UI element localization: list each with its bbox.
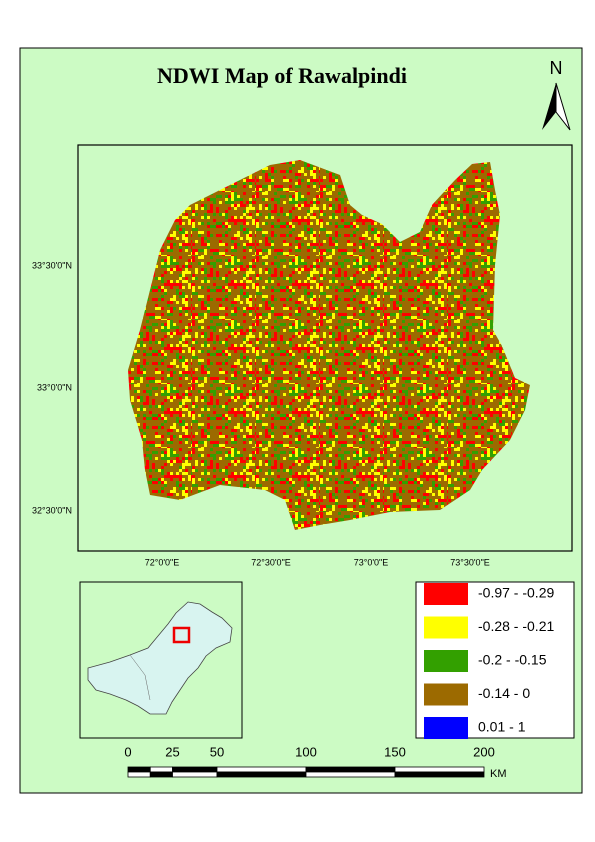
legend-swatch — [424, 717, 468, 739]
study-area-box — [172, 626, 191, 644]
arrow-right — [555, 82, 571, 131]
legend-label: 0.01 - 1 — [478, 719, 526, 735]
scale-segment — [394, 771, 485, 778]
scale-tick-label: 50 — [210, 744, 224, 759]
legend-swatch — [424, 650, 468, 672]
scale-segment — [216, 771, 307, 778]
north-arrow: N — [542, 58, 571, 131]
scale-segment — [149, 766, 173, 773]
scale-tick-label: 25 — [165, 744, 179, 759]
north-label: N — [550, 58, 563, 78]
legend-swatch — [424, 616, 468, 639]
scale-segment — [149, 771, 173, 778]
scale-tick-label: 150 — [384, 744, 406, 759]
scale-segment — [394, 766, 485, 773]
legend-swatch — [424, 683, 468, 706]
lat-label: 33°0'0"N — [37, 382, 72, 392]
scale-segment — [172, 771, 218, 778]
scale-segment — [127, 766, 151, 773]
legend-label: -0.2 - -0.15 — [478, 652, 547, 668]
scale-unit: KM — [490, 768, 507, 780]
scale-segment — [305, 771, 396, 778]
legend-label: -0.97 - -0.29 — [478, 585, 554, 601]
scale-tick-label: 100 — [295, 744, 317, 759]
country-outline — [87, 601, 233, 715]
ndwi-raster — [128, 160, 530, 530]
scale-segment — [305, 766, 396, 773]
scale-bar: 0 25 50 100 150 200 KM — [124, 744, 506, 779]
scale-tick-label: 200 — [473, 744, 495, 759]
lat-label: 32°30'0"N — [32, 505, 72, 515]
legend: -0.97 - -0.29 -0.28 - -0.21 -0.2 - -0.15 -0… — [424, 583, 554, 739]
lat-label: 33°30'0"N — [32, 260, 72, 270]
scale-segment — [216, 766, 307, 773]
scale-tick-label: 0 — [124, 744, 131, 759]
lon-label: 73°0'0"E — [354, 557, 389, 567]
lon-label: 73°30'0"E — [450, 557, 490, 567]
lon-label: 72°0'0"E — [145, 557, 180, 567]
title: NDWI Map of Rawalpindi — [157, 63, 407, 88]
arrow-left — [542, 83, 556, 130]
inset-map — [87, 601, 233, 715]
lon-label: 72°30'0"E — [251, 557, 291, 567]
scale-segment — [127, 771, 151, 778]
legend-swatch — [424, 583, 468, 605]
legend-label: -0.14 - 0 — [478, 685, 530, 701]
legend-label: -0.28 - -0.21 — [478, 618, 554, 634]
scale-segment — [172, 766, 218, 773]
raster-fill — [128, 160, 530, 530]
province-lines — [129, 654, 151, 701]
